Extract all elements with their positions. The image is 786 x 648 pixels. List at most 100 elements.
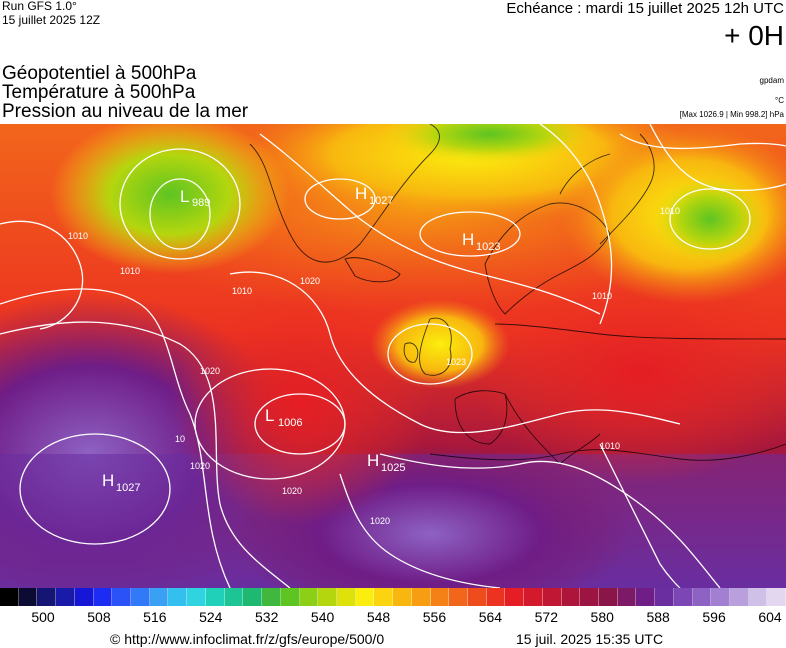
colorbar-swatch [711,588,731,606]
isobar-label: 1010 [68,231,88,241]
field-arctic-green [380,124,600,164]
pressure-centers: H 1027 H 1023 L 989 L 1006 H 1027 H 1025… [102,184,500,494]
colorbar-swatch [430,588,450,606]
colorbar-swatch [411,588,431,606]
colorbar-swatch [299,588,319,606]
isobar-label: 1010 [592,291,612,301]
pressure-range: [Max 1026.9 | Min 998.2] hPa [679,110,784,119]
colorbar-swatch [318,588,337,606]
colorbar-swatch [393,588,412,606]
isobar-label: 10 [175,434,185,444]
colorbar-swatch [149,588,169,606]
colorbar-swatch [673,588,693,606]
colorbar-tick-label: 604 [758,609,782,625]
layer-title-pressure: Pression au niveau de la mer [2,101,249,122]
temperature-colorbar [0,588,786,606]
pressure-center-type: L [180,187,189,206]
colorbar-swatch [336,588,356,606]
colorbar-swatch [505,588,525,606]
pressure-center-value: 989 [192,197,210,209]
colorbar-swatch [524,588,543,606]
colorbar-tick-label: 532 [255,609,279,625]
weather-map: 1010 1010 1020 1020 1020 1020 1020 1010 … [0,124,786,588]
colorbar-tick-label: 596 [702,609,726,625]
source-credit: © http://www.infoclimat.fr/z/gfs/europe/… [110,631,385,647]
pressure-center-type: H [367,451,379,470]
isobar-label: 1020 [200,366,220,376]
colorbar-swatch [580,588,599,606]
colorbar-tick-label: 564 [478,609,503,625]
pressure-center-type: L [265,406,274,425]
colorbar-swatch [561,588,581,606]
field-uk-yellow [370,299,510,389]
colorbar-tick-label: 588 [646,609,670,625]
isobar-label: 1020 [300,276,320,286]
colorbar-tick-label: 556 [422,609,447,625]
colorbar-swatch [449,588,468,606]
colorbar-swatch [37,588,57,606]
colorbar-swatch [599,588,618,606]
pressure-center-type: H [102,471,114,490]
coastlines [249,124,786,465]
field-ural-green [650,174,770,264]
colorbar-swatch [486,588,506,606]
colorbar-tick-label: 524 [199,609,223,625]
generated-time: 15 juil. 2025 15:35 UTC [516,631,664,647]
field-se-red [470,264,786,484]
pressure-center-type: H [355,184,367,203]
colorbar-swatch [205,588,225,606]
isobar-labels: 1010 1010 1020 1020 1020 1020 1020 1010 … [68,206,680,526]
colorbar-swatch [243,588,263,606]
pressure-center-value: 1023 [446,357,466,367]
isobar-label: 1010 [600,441,620,451]
pressure-center-value: 1027 [116,482,140,494]
colorbar-swatch [655,588,674,606]
colorbar-swatch [168,588,188,606]
isobar-label: 1020 [190,461,210,471]
colorbar-swatch [730,588,749,606]
colorbar-swatch [617,588,637,606]
unit-temperature: °C [775,96,784,105]
colorbar-tick-label: 580 [590,609,614,625]
colorbar-tick-label: 508 [87,609,111,625]
colorbar-swatch [262,588,281,606]
colorbar-tick-label: 500 [31,609,55,625]
pressure-center-value: 1023 [476,241,500,253]
run-date: 15 juillet 2025 12Z [2,13,101,27]
forecast-valid-time: Echéance : mardi 15 juillet 2025 12h UTC [506,0,784,17]
colorbar-tick-label: 548 [366,609,391,625]
colorbar-swatch [467,588,487,606]
colorbar-tick-label: 540 [310,609,335,625]
colorbar-swatch [542,588,562,606]
colorbar-swatch [224,588,244,606]
colorbar-swatch [18,588,38,606]
colorbar-swatch [187,588,206,606]
run-title: Run GFS 1.0° [2,0,77,13]
colorbar-ticks: 500 508 516 524 532 540 548 556 564 572 580 588 596 6… [0,609,786,627]
isobar-label: 1010 [232,286,252,296]
isobars [0,124,786,588]
isobar-label: 1010 [120,266,140,276]
colorbar-swatch [692,588,712,606]
pressure-center-value: 1027 [369,195,393,207]
field-atlantic-red [170,284,430,524]
colorbar-swatch [74,588,94,606]
pressure-center-value: 1006 [278,417,302,429]
colorbar-tick-label: 572 [534,609,558,625]
colorbar-swatch [93,588,113,606]
colorbar-tick-label: 516 [143,609,167,625]
colorbar-swatch [0,588,19,606]
isobar-label: 1020 [370,516,390,526]
isobar-label: 1010 [660,206,680,216]
forecast-offset: + 0H [724,20,784,51]
isobar-label: 1020 [282,486,302,496]
colorbar-swatch [374,588,394,606]
colorbar-swatch [636,588,656,606]
colorbar-swatch [112,588,132,606]
colorbar-swatch [767,588,786,606]
colorbar-swatch [56,588,75,606]
colorbar-swatch [280,588,300,606]
pressure-center-value: 1025 [381,462,405,474]
layer-title-temperature: Température à 500hPa [2,82,196,103]
layer-title-geopotential: Géopotentiel à 500hPa [2,63,197,84]
